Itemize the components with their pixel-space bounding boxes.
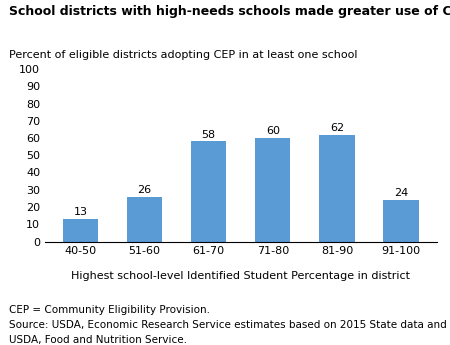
- Text: USDA, Food and Nutrition Service.: USDA, Food and Nutrition Service.: [9, 335, 187, 345]
- Bar: [191, 141, 226, 242]
- Text: 58: 58: [202, 130, 216, 140]
- Bar: [127, 197, 162, 241]
- Bar: [383, 200, 418, 242]
- Text: Source: USDA, Economic Research Service estimates based on 2015 State data and d: Source: USDA, Economic Research Service …: [9, 320, 450, 330]
- Text: 26: 26: [138, 185, 152, 195]
- Bar: [320, 135, 355, 242]
- Text: 60: 60: [266, 126, 280, 136]
- Text: School districts with high-needs schools made greater use of CEP in 2015: School districts with high-needs schools…: [9, 5, 450, 18]
- Bar: [63, 219, 98, 242]
- Text: Highest school-level Identified Student Percentage in district: Highest school-level Identified Student …: [71, 271, 410, 281]
- Text: 24: 24: [394, 188, 408, 198]
- Text: CEP = Community Eligibility Provision.: CEP = Community Eligibility Provision.: [9, 305, 210, 315]
- Text: 62: 62: [330, 123, 344, 133]
- Text: Percent of eligible districts adopting CEP in at least one school: Percent of eligible districts adopting C…: [9, 50, 357, 60]
- Text: 13: 13: [73, 207, 87, 217]
- Bar: [255, 138, 290, 241]
